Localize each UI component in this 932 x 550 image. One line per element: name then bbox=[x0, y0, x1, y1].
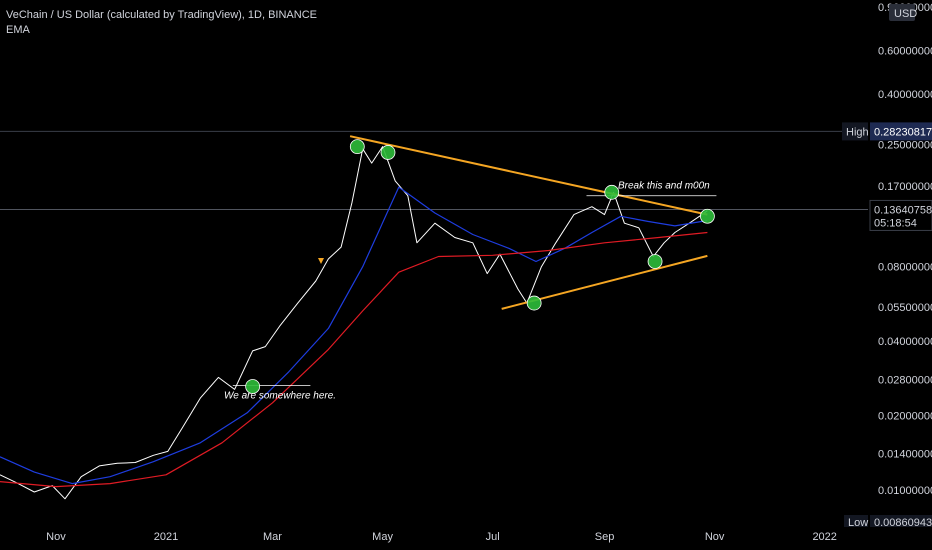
y-tick-label: 0.40000000 bbox=[878, 89, 932, 101]
x-tick-label: Sep bbox=[595, 531, 615, 543]
pivot-marker[interactable] bbox=[380, 145, 396, 160]
indicator-label: EMA bbox=[6, 24, 30, 36]
y-tick-label: 0.17000000 bbox=[878, 181, 932, 193]
currency-badge-bg[interactable] bbox=[889, 4, 915, 21]
annotation-break-text: Break this and m00n bbox=[618, 181, 710, 192]
pivot-marker[interactable] bbox=[245, 379, 261, 394]
high-price-tag: 0.28230817 bbox=[874, 126, 932, 138]
low-price-tag-bg bbox=[870, 515, 932, 527]
y-tick-label: 0.01400000 bbox=[878, 449, 932, 461]
ema-slow-line bbox=[0, 231, 708, 488]
pivot-marker[interactable] bbox=[699, 208, 715, 224]
low-price-tag: 0.00860943 bbox=[874, 517, 932, 529]
y-tick-label: 0.04000000 bbox=[878, 336, 932, 348]
x-tick-label: Nov bbox=[705, 531, 725, 543]
pivot-marker[interactable] bbox=[349, 139, 365, 155]
current-time-tag: 05:18:54 bbox=[874, 217, 917, 229]
annotation-here-text: We are somewhere here. bbox=[224, 391, 336, 402]
y-tick-label: 0.01000000 bbox=[878, 485, 932, 497]
high-price-tag-bg bbox=[870, 122, 932, 141]
pivot-marker[interactable] bbox=[647, 254, 663, 269]
overlay-labels: Break this and m00n We are somewhere here… bbox=[224, 181, 710, 402]
currency-badge[interactable]: USD bbox=[894, 8, 917, 20]
price-axis[interactable]: 0.900000000.600000000.400000000.25000000… bbox=[842, 2, 932, 529]
x-tick-label: Jul bbox=[486, 531, 500, 543]
trendline-resistance[interactable] bbox=[349, 135, 708, 216]
y-tick-label: 0.60000000 bbox=[878, 46, 932, 58]
chart-title: VeChain / US Dollar (calculated by Tradi… bbox=[6, 9, 317, 21]
high-tag-label: High bbox=[846, 126, 869, 138]
y-tick-label: 0.25000000 bbox=[878, 139, 932, 151]
x-tick-label: Nov bbox=[46, 531, 66, 543]
y-tick-label: 0.02800000 bbox=[878, 374, 932, 386]
x-tick-label: May bbox=[372, 531, 393, 543]
current-price-tag-bg bbox=[869, 199, 932, 231]
small-arrow-marker bbox=[318, 258, 324, 264]
grid-lines bbox=[0, 130, 868, 210]
x-tick-label: 2022 bbox=[812, 531, 836, 543]
current-price-tag: 0.13640758 bbox=[874, 204, 932, 216]
x-tick-label: Mar bbox=[263, 531, 282, 543]
y-tick-label: 0.05500000 bbox=[878, 302, 932, 314]
pivot-marker[interactable] bbox=[526, 295, 542, 311]
y-tick-label: 0.02000000 bbox=[878, 410, 932, 422]
high-tag-bg bbox=[842, 122, 868, 141]
y-tick-label: 0.08000000 bbox=[878, 262, 932, 274]
ema-fast-line bbox=[0, 186, 708, 485]
price-line bbox=[0, 146, 708, 500]
low-tag-bg bbox=[844, 515, 868, 527]
x-tick-label: 2021 bbox=[154, 531, 178, 543]
low-tag-label: Low bbox=[848, 517, 868, 529]
plot-area[interactable] bbox=[0, 135, 717, 500]
pivot-marker[interactable] bbox=[604, 184, 620, 200]
time-axis[interactable]: Nov 2021 Mar May Jul Sep Nov 2022 bbox=[46, 531, 837, 543]
